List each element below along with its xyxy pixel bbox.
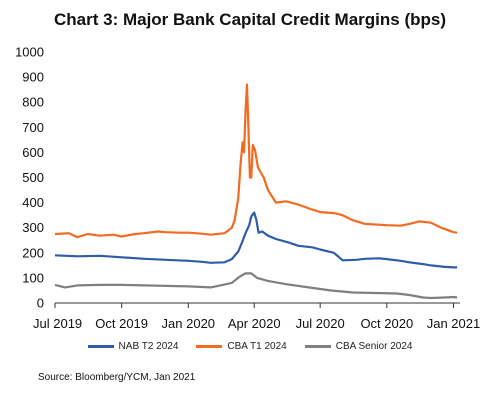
y-axis: 0 100 200 300 400 500 600 700 800 900 1000 bbox=[15, 45, 44, 311]
x-tick-label: Jul 2019 bbox=[33, 316, 82, 331]
legend-item-cba-t1: CBA T1 2024 bbox=[196, 341, 287, 352]
chart-title: Chart 3: Major Bank Capital Credit Margi… bbox=[54, 10, 446, 29]
y-tick-label: 600 bbox=[22, 145, 44, 160]
legend-label-cba-t1: CBA T1 2024 bbox=[227, 341, 287, 352]
y-tick-label: 400 bbox=[22, 195, 44, 210]
y-tick-label: 900 bbox=[22, 70, 44, 85]
y-tick-label: 700 bbox=[22, 120, 44, 135]
legend-item-nab-t2: NAB T2 2024 bbox=[87, 341, 179, 352]
x-tick-label: Jul 2020 bbox=[296, 316, 345, 331]
x-tick-label: Jan 2021 bbox=[427, 316, 481, 331]
y-tick-label: 1000 bbox=[15, 45, 44, 60]
y-tick-label: 500 bbox=[22, 170, 44, 185]
y-tick-label: 200 bbox=[22, 245, 44, 260]
legend-swatch-nab-t2 bbox=[87, 345, 114, 348]
x-tick-label: Oct 2020 bbox=[360, 316, 413, 331]
legend-item-cba-senior: CBA Senior 2024 bbox=[304, 341, 413, 352]
legend-label-cba-senior: CBA Senior 2024 bbox=[335, 341, 413, 352]
x-axis: Jul 2019 Oct 2019 Jan 2020 Apr 2020 Jul 2020… bbox=[33, 302, 481, 331]
legend: NAB T2 2024 CBA T1 2024 CBA Senior 2024 bbox=[0, 341, 500, 352]
source-note: Source: Bloomberg/YCM, Jan 2021 bbox=[38, 372, 196, 383]
legend-label-nab-t2: NAB T2 2024 bbox=[118, 341, 179, 352]
legend-swatch-cba-t1 bbox=[196, 345, 223, 348]
series-line-2 bbox=[54, 272, 458, 300]
y-tick-label: 300 bbox=[22, 220, 44, 235]
y-tick-label: 0 bbox=[37, 296, 44, 311]
y-tick-label: 100 bbox=[22, 270, 44, 285]
series-line-0 bbox=[54, 211, 458, 269]
x-tick-label: Oct 2019 bbox=[95, 316, 148, 331]
series-line-1 bbox=[54, 83, 458, 239]
legend-swatch-cba-senior bbox=[304, 345, 331, 348]
series-layer bbox=[54, 83, 458, 300]
x-tick-label: Jan 2020 bbox=[162, 316, 216, 331]
y-tick-label: 800 bbox=[22, 95, 44, 110]
x-tick-label: Apr 2020 bbox=[228, 316, 281, 331]
